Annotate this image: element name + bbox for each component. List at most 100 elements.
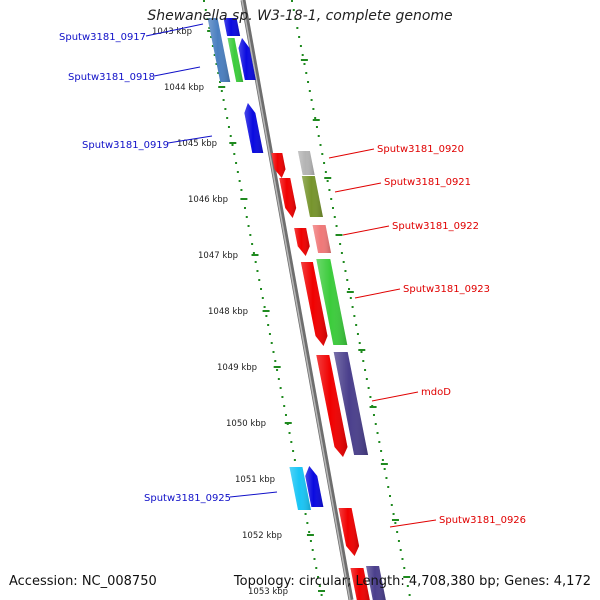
backbone-line bbox=[240, 0, 354, 600]
ruler-dot-left bbox=[268, 333, 271, 335]
gene-label-right: Sputw3181_0920 bbox=[377, 144, 464, 155]
ruler-dot-right bbox=[394, 522, 397, 524]
ruler-dot-left bbox=[217, 72, 220, 74]
ruler-dot-right bbox=[383, 468, 386, 470]
ruler-dot-left bbox=[224, 108, 227, 110]
ruler-dot-right bbox=[353, 315, 356, 317]
ruler-dot-left bbox=[231, 144, 234, 146]
ruler-dot-right bbox=[294, 18, 297, 20]
gene-label-left: Sputw3181_0925 bbox=[144, 493, 231, 504]
ruler-dot-left bbox=[245, 216, 248, 218]
ruler-dot-left bbox=[249, 234, 252, 236]
kbp-label: 1049 kbp bbox=[217, 363, 257, 373]
ruler-dot-left bbox=[284, 414, 287, 416]
gene-arrow-mdoD-shading bbox=[316, 355, 348, 457]
ruler-dot-left bbox=[281, 396, 284, 398]
gene-bar-0920-shading bbox=[297, 151, 315, 175]
ruler-dot-right bbox=[303, 63, 306, 65]
ruler-dot-right bbox=[296, 27, 299, 29]
ruler-dot-right bbox=[323, 162, 326, 164]
ruler-dot-right bbox=[403, 567, 406, 569]
gene-arrow-0925-shading bbox=[305, 466, 324, 507]
ruler-dot-left bbox=[317, 576, 320, 578]
ruler-dot-left bbox=[311, 549, 314, 551]
ruler-dot-right bbox=[381, 459, 384, 461]
gene-arrow-0923-shading bbox=[300, 262, 328, 346]
ruler-dot-right bbox=[397, 540, 400, 542]
backbone-highlight bbox=[241, 0, 351, 600]
gene-arrow-0922-shading bbox=[294, 228, 310, 256]
ruler-dot-left bbox=[247, 225, 250, 227]
gene-label-left: Sputw3181_0919 bbox=[82, 140, 169, 151]
ruler-dot-right bbox=[299, 45, 302, 47]
kbp-label: 1050 kbp bbox=[226, 419, 266, 429]
ruler-dot-left bbox=[263, 306, 266, 308]
ruler-dot-left bbox=[292, 450, 295, 452]
ruler-dot-left bbox=[243, 207, 246, 209]
ruler-dot-left bbox=[252, 252, 255, 254]
gene-label-left: Sputw3181_0918 bbox=[68, 72, 155, 83]
genome-summary-text: Topology: circular; Length: 4,708,380 bp… bbox=[233, 574, 591, 589]
kbp-label: 1045 kbp bbox=[177, 139, 217, 149]
gene-bar-0918-shading bbox=[227, 38, 244, 82]
ruler-dot-right bbox=[317, 135, 320, 137]
ruler-dot-left bbox=[279, 387, 282, 389]
ruler-dot-left bbox=[222, 99, 225, 101]
ruler-dot-right bbox=[307, 81, 310, 83]
ruler-dot-left bbox=[258, 279, 261, 281]
ruler-dot-right bbox=[392, 513, 395, 515]
ruler-dot-right bbox=[365, 378, 368, 380]
ruler-dot-right bbox=[298, 36, 301, 38]
ruler-dot-right bbox=[315, 126, 318, 128]
ruler-dot-right bbox=[358, 342, 361, 344]
ruler-dot-left bbox=[256, 270, 259, 272]
gene-labels: Sputw3181_0917 Sputw3181_0918 Sputw3181_09… bbox=[59, 32, 526, 526]
ruler-dot-right bbox=[349, 297, 352, 299]
label-leader-lines bbox=[145, 23, 437, 528]
ruler-dot-left bbox=[320, 594, 323, 596]
gene-label-right: Sputw3181_0922 bbox=[392, 221, 479, 232]
ruler-dot-right bbox=[319, 144, 322, 146]
ruler-dot-right bbox=[331, 207, 334, 209]
kbp-ruler: 1043 kbp 1044 kbp 1045 kbp 1046 kbp 1047 kbp… bbox=[152, 0, 411, 597]
ruler-dot-left bbox=[288, 432, 291, 434]
gene-label-left: Sputw3181_0917 bbox=[59, 32, 146, 43]
ruler-dot-right bbox=[355, 324, 358, 326]
ruler-dot-right bbox=[380, 450, 383, 452]
ruler-dot-right bbox=[326, 180, 329, 182]
ruler-dot-right bbox=[390, 504, 393, 506]
ruler-dot-left bbox=[215, 63, 218, 65]
kbp-label: 1051 kbp bbox=[235, 475, 275, 485]
ruler-dot-right bbox=[305, 72, 308, 74]
leader-line-right bbox=[389, 519, 437, 528]
ruler-dot-left bbox=[265, 315, 268, 317]
ruler-dot-left bbox=[290, 441, 293, 443]
ruler-dot-left bbox=[227, 126, 230, 128]
ruler-dot-left bbox=[240, 189, 243, 191]
gene-bar-0921-shading bbox=[301, 176, 323, 217]
gene-arrow-0918-shading bbox=[238, 38, 256, 80]
gene-arrow-0926-shading bbox=[338, 508, 360, 556]
leader-line-left bbox=[153, 66, 201, 77]
ruler-dot-left bbox=[304, 513, 307, 515]
ruler-dot-left bbox=[274, 360, 277, 362]
ruler-dot-left bbox=[206, 18, 209, 20]
ruler-dot-left bbox=[254, 261, 257, 263]
kbp-label: 1043 kbp bbox=[152, 27, 192, 37]
ruler-dot-right bbox=[378, 441, 381, 443]
leader-line-left bbox=[229, 491, 278, 498]
gene-arrow-next-shading bbox=[350, 568, 370, 600]
ruler-dot-right bbox=[351, 306, 354, 308]
ruler-dot-right bbox=[321, 153, 324, 155]
ruler-dot-right bbox=[401, 558, 404, 560]
ruler-dot-right bbox=[342, 261, 345, 263]
kbp-label: 1044 kbp bbox=[164, 83, 204, 93]
ruler-dot-left bbox=[213, 54, 216, 56]
ruler-dot-left bbox=[277, 378, 280, 380]
ruler-dot-left bbox=[229, 135, 232, 137]
gene-features bbox=[207, 18, 386, 600]
ruler-dot-right bbox=[314, 117, 317, 119]
gene-bar-0925-shading bbox=[289, 467, 311, 510]
ruler-dot-right bbox=[333, 216, 336, 218]
ruler-dot-left bbox=[267, 324, 270, 326]
